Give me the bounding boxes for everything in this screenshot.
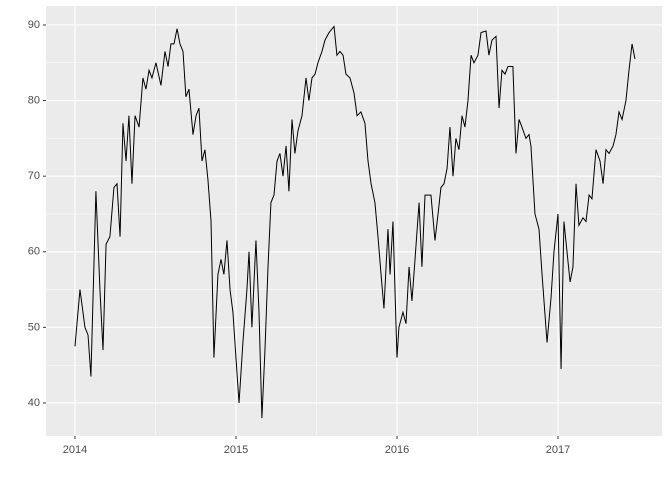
- panel: [46, 6, 662, 436]
- y-tick-label: 40: [28, 397, 40, 409]
- x-tick-label: 2015: [224, 444, 248, 456]
- x-tick-label: 2017: [546, 444, 570, 456]
- x-tick-label: 2016: [385, 444, 409, 456]
- y-tick-label: 70: [28, 170, 40, 182]
- y-tick-label: 60: [28, 246, 40, 258]
- x-tick-label: 2014: [63, 444, 87, 456]
- data-line: [74, 25, 636, 419]
- y-tick-label: 50: [28, 321, 40, 333]
- y-tick-label: 80: [28, 94, 40, 106]
- y-tick-label: 90: [28, 19, 40, 31]
